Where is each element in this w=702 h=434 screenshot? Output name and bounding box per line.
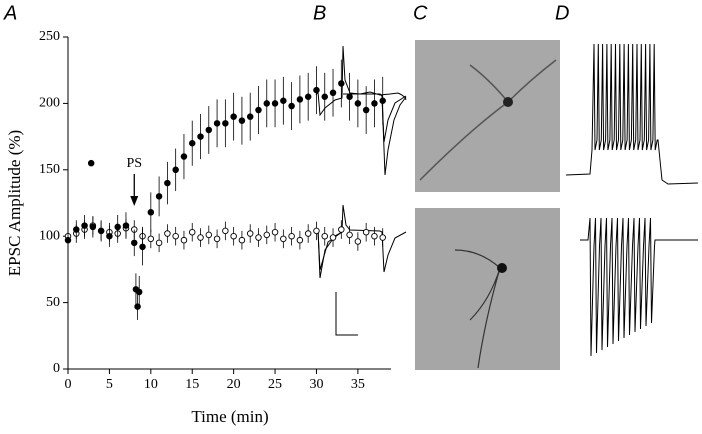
point [188,139,196,147]
point [329,234,337,241]
annotation-arrowhead [130,196,139,206]
x-tick-label: 0 [65,377,72,392]
panel-label: D [555,2,569,24]
point [114,223,121,231]
traces-d [565,43,699,357]
point [263,100,271,107]
y-tick-label: 200 [39,96,60,111]
point [197,234,204,241]
point [172,166,179,174]
point [255,106,262,114]
x-tick-label: 25 [268,377,282,392]
point [354,100,362,107]
point [321,232,328,240]
x-tick-label: 20 [227,377,241,392]
panel-label: B [313,2,326,24]
panel-label: A [3,2,17,24]
point [313,227,320,235]
point [155,239,163,247]
point [329,89,337,97]
point [97,227,105,235]
point [139,243,146,251]
point [371,232,378,240]
point [188,228,196,236]
point [164,230,171,237]
point [172,232,179,240]
point [321,93,328,101]
y-axis-title: EPSC Amplitude (%) [5,130,24,276]
x-axis-title: Time (min) [191,407,268,426]
point [362,106,370,114]
point [180,153,188,160]
y-tick-label: 150 [39,162,60,177]
point [263,231,271,239]
point [64,236,72,244]
micrographs-c [415,40,560,370]
point [73,226,80,233]
point [271,100,279,107]
trace [580,217,698,357]
point [246,230,254,237]
point [346,93,353,101]
x-tick-label: 10 [144,377,158,392]
point [288,232,295,240]
point [205,126,213,134]
point [354,238,362,245]
point [213,120,221,127]
point [131,239,138,247]
point [371,100,378,107]
x-tick-label: 30 [309,377,323,392]
trace [565,43,699,185]
point [304,93,312,101]
point [238,117,246,124]
point [338,226,345,233]
point [222,227,229,235]
point [230,113,237,120]
point [81,222,88,229]
point [89,223,97,231]
point [379,234,386,241]
point [147,209,155,216]
point [180,236,188,244]
panel-label: C [413,2,428,24]
y-tick-label: 50 [46,295,60,310]
x-tick-label: 15 [185,377,199,392]
point [205,231,213,239]
point [135,288,143,296]
point [296,236,304,244]
point [379,97,386,104]
point [213,235,221,243]
x-tick-label: 5 [106,377,113,392]
point [106,232,113,240]
x-tick-label: 35 [351,377,365,392]
point [313,86,320,94]
y-tick-label: 0 [53,361,60,376]
point [134,303,141,310]
point [246,113,254,120]
point [238,236,246,244]
point [271,228,279,236]
annotation: PS [126,156,142,171]
y-tick-label: 250 [39,29,60,44]
point [222,120,229,127]
point [338,80,345,87]
point [122,222,130,229]
point [304,230,312,237]
point [164,179,171,187]
point [288,102,295,110]
point [362,228,370,236]
point [280,235,287,243]
point [87,159,95,167]
y-tick-label: 100 [39,228,60,243]
point [255,234,262,241]
point [280,97,287,104]
point [197,133,204,140]
point [230,232,237,240]
traces-b [315,45,407,336]
point [346,231,353,239]
point [147,235,155,243]
point [296,96,304,103]
point [155,193,163,200]
